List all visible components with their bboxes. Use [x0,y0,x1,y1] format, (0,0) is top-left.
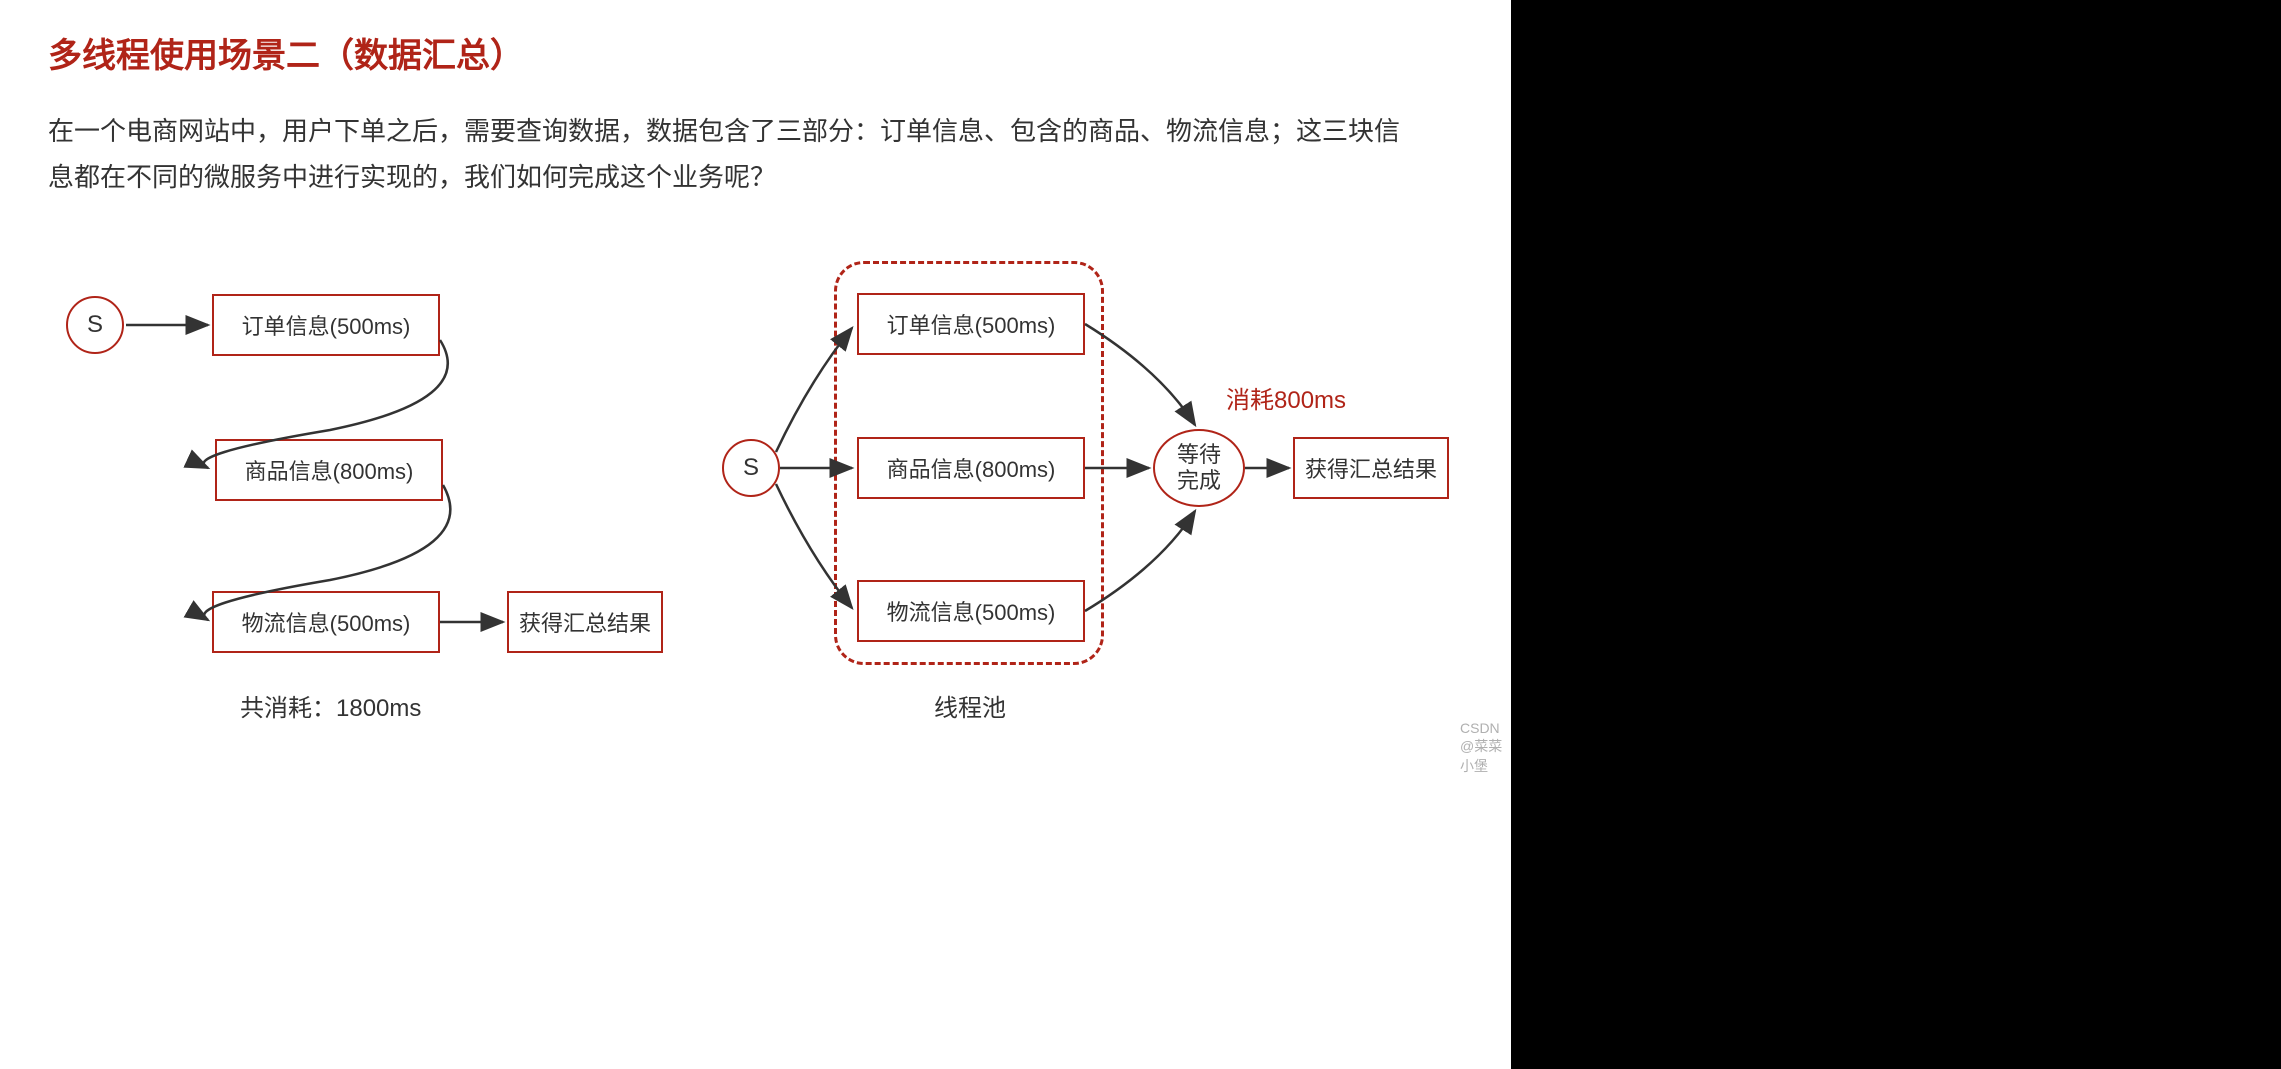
right-black-panel [1511,0,2281,1069]
slide-content: 多线程使用场景二（数据汇总） 在一个电商网站中，用户下单之后，需要查询数据，数据… [0,0,1511,1069]
right-footer: 线程池 [934,688,1006,723]
watermark: CSDN @菜菜小堡 [1460,720,1511,776]
right-arrows [0,0,1500,700]
cost-label: 消耗800ms [1226,380,1346,415]
